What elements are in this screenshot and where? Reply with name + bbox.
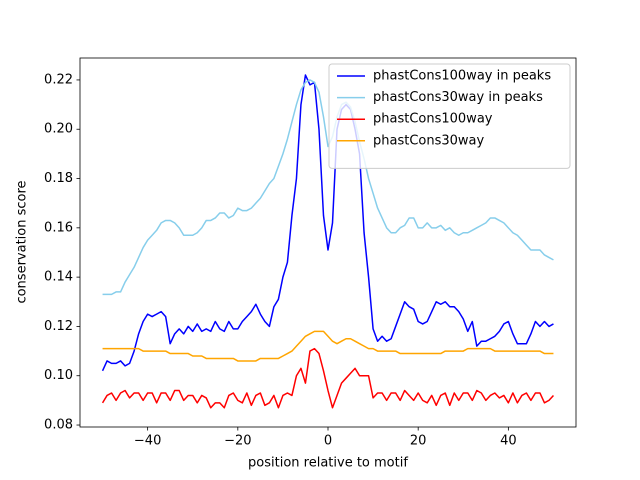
y-tick-label: 0.14 — [44, 270, 73, 285]
legend-label: phastCons30way in peaks — [373, 90, 543, 105]
y-axis-label: conservation score — [15, 180, 30, 303]
legend-label: phastCons30way — [373, 133, 485, 148]
y-tick-label: 0.12 — [44, 319, 73, 334]
y-tick-label: 0.18 — [44, 171, 73, 186]
y-tick-label: 0.22 — [44, 72, 73, 87]
x-tick-label: −40 — [134, 434, 161, 449]
x-tick-label: 20 — [410, 434, 427, 449]
y-tick-label: 0.10 — [44, 368, 73, 383]
y-tick-label: 0.20 — [44, 122, 73, 137]
x-tick-label: 0 — [324, 434, 332, 449]
series-line — [101, 347, 555, 409]
series-line — [102, 330, 554, 362]
legend-label: phastCons100way — [373, 112, 493, 127]
x-axis-label: position relative to motif — [248, 456, 408, 471]
series-line — [101, 74, 554, 372]
y-tick-label: 0.08 — [44, 418, 73, 433]
axes-frame — [79, 57, 577, 428]
legend-frame — [328, 63, 571, 169]
series-line — [102, 79, 554, 296]
x-tick-label: 40 — [500, 434, 517, 449]
y-tick-label: 0.16 — [44, 220, 73, 235]
legend-label: phastCons100way in peaks — [373, 69, 551, 84]
x-tick-label: −20 — [224, 434, 251, 449]
